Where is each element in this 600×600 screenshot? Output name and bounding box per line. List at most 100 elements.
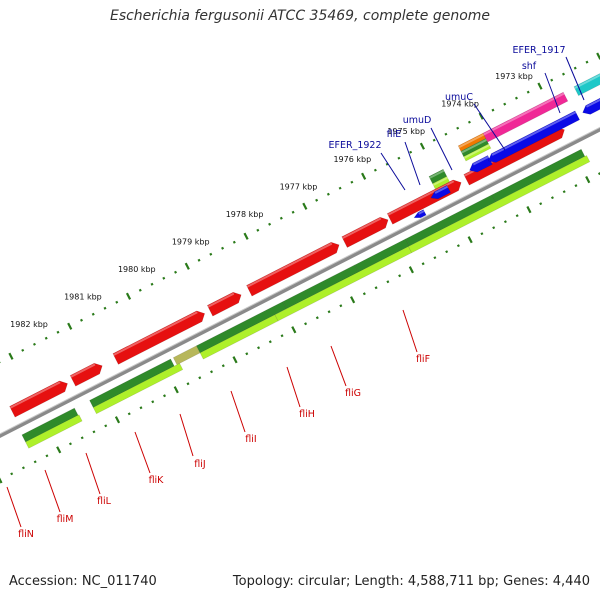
inner-tick-mark: [151, 400, 155, 404]
outer-tick-mark: [150, 282, 154, 286]
umuC-cds: [487, 110, 581, 163]
inner-tick-mark: [433, 256, 437, 260]
gene-label-text: shf: [522, 61, 537, 72]
outer-tick-mark: [550, 78, 554, 82]
genome-backbone: [0, 127, 600, 438]
genome-backbone-shadow: [0, 126, 600, 435]
outer-tick-mark: [279, 216, 283, 220]
inner-tick-mark: [173, 386, 179, 394]
outer-tick-mark: [184, 262, 190, 270]
outer-tick-mark: [67, 322, 73, 330]
forward-cds-2: [69, 362, 103, 387]
inner-tick-mark: [315, 316, 319, 320]
gene-label-text: EFER_1917: [513, 45, 566, 56]
forward-cds-4-shine: [207, 292, 235, 308]
leader-line: [380, 152, 406, 191]
inner-tick-mark: [550, 196, 554, 200]
inner-tick-mark: [562, 190, 566, 194]
umuC-gene-bar-shine: [483, 92, 565, 136]
forward-cds-6: [341, 216, 389, 248]
gene-label-efer-1917: EFER_1917: [513, 45, 585, 101]
small-cds: [413, 209, 427, 219]
inner-tick-mark: [245, 352, 249, 356]
inner-tick-mark: [163, 394, 166, 398]
gene-bar-dark-3-shine: [177, 353, 202, 367]
gene-bar-light-3: [199, 314, 279, 360]
leader-line: [404, 141, 421, 186]
inner-tick-mark: [210, 370, 214, 374]
fliE-gene-light: [432, 175, 450, 190]
shf-gene-bar: [573, 73, 600, 97]
outer-tick-mark: [491, 108, 495, 112]
leader-line: [565, 56, 585, 101]
outer-tick-mark: [302, 202, 308, 210]
outer-tick-mark: [32, 342, 36, 346]
inner-tick-mark: [257, 346, 261, 350]
umuD-gene-light: [463, 143, 492, 162]
gene-label-text: fliK: [149, 475, 165, 486]
outer-tick-mark: [209, 252, 213, 256]
outer-tick-mark: [268, 222, 272, 226]
fliE-cds-shine: [434, 185, 449, 194]
scale-label: 1981 kbp: [64, 292, 102, 301]
shf-cds-shine: [585, 98, 600, 108]
inner-tick-mark: [21, 466, 25, 470]
outer-tick-mark: [432, 138, 436, 142]
outer-tick-mark: [138, 288, 142, 292]
gene-label-flii: fliI: [230, 390, 257, 445]
map-title: Escherichia fergusonii ATCC 35469, compl…: [109, 8, 491, 24]
gene-bar-light-1-shine: [28, 421, 84, 451]
fliE-gene-light-shine: [432, 176, 448, 186]
inner-tick-mark: [304, 322, 308, 326]
gene-label-flin: fliN: [6, 486, 34, 540]
inner-tick-mark: [350, 296, 356, 304]
inner-tick-mark: [398, 274, 402, 278]
inner-tick-mark: [585, 176, 591, 184]
gene-bar-light-1: [25, 414, 83, 449]
outer-tick-mark: [103, 306, 107, 310]
outer-tick-mark: [385, 162, 389, 166]
gene-bar-light-5-shine: [411, 162, 591, 255]
umuC-gene-bar: [482, 91, 569, 143]
outer-tick-mark: [174, 270, 178, 274]
inner-tick-mark: [139, 406, 143, 410]
scale-label: 1977 kbp: [280, 182, 318, 191]
inner-tick-mark: [386, 280, 390, 284]
forward-cds-3: [112, 310, 206, 365]
leader-line: [402, 309, 418, 353]
outer-tick-mark: [561, 72, 565, 76]
outer-tick-mark: [326, 192, 330, 196]
inner-tick-mark: [539, 202, 543, 206]
inner-tick-mark: [456, 244, 460, 248]
small-cds-shine: [418, 210, 425, 215]
forward-cds-2-shine: [70, 363, 96, 378]
outer-tick-mark: [44, 336, 48, 340]
inner-tick-mark: [114, 416, 121, 424]
inner-tick-mark: [198, 376, 202, 380]
umuD-cds-shine: [472, 155, 489, 166]
inner-tick-mark: [327, 310, 331, 314]
inner-tick-mark: [574, 184, 578, 188]
scale-label: 1982 kbp: [10, 320, 48, 329]
scale-label: 1979 kbp: [172, 237, 210, 246]
gene-label-text: fliI: [245, 434, 256, 445]
fliE-cds: [430, 184, 451, 200]
inner-tick-mark: [503, 220, 507, 224]
inner-tick-mark: [480, 232, 484, 236]
scale-label: 1976 kbp: [333, 155, 371, 164]
inner-tick-mark: [92, 430, 96, 434]
leader-line: [6, 486, 22, 528]
inner-tick-mark: [467, 236, 473, 244]
gene-label-flih: fliH: [286, 366, 315, 420]
scale-label: 1975 kbp: [387, 127, 425, 136]
gene-label-flij: fliJ: [179, 413, 206, 470]
shf-cds: [582, 97, 600, 115]
inner-tick-mark: [45, 454, 49, 458]
leader-line: [430, 127, 453, 171]
umuD-gene-bar-shine: [461, 138, 487, 154]
gene-bar-light-5: [408, 155, 591, 254]
forward-cds-4: [206, 291, 242, 317]
forward-cds-5: [246, 241, 340, 297]
leader-line: [44, 469, 61, 513]
inner-tick-mark: [268, 340, 272, 344]
